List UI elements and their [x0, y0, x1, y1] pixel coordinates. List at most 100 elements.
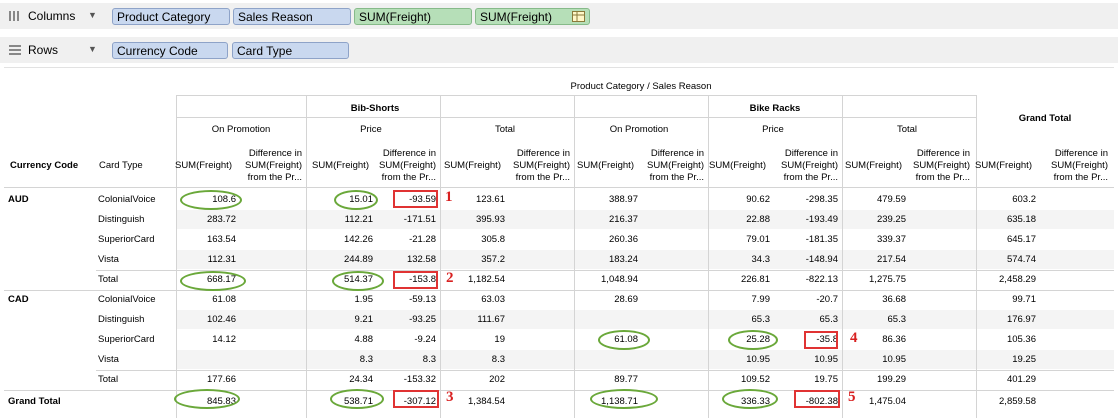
measure-header-sum: SUM(Freight): [576, 160, 634, 171]
table-cell: -9.24: [414, 334, 436, 345]
table-cell: 260.36: [608, 234, 638, 245]
table-cell: 109.52: [740, 374, 770, 385]
table-cell: 8.3: [422, 354, 436, 365]
rows-shelf-label: Rows: [28, 43, 59, 57]
table-cell: 65.3: [887, 314, 907, 325]
table-cell: 10.95: [814, 354, 838, 365]
currency-code-aud: AUD: [8, 194, 29, 205]
annotation-oval: [728, 330, 778, 350]
table-cell: 36.68: [882, 294, 906, 305]
card-type-label: Vista: [98, 354, 119, 365]
columns-dropdown-icon[interactable]: ▼: [88, 10, 97, 20]
card-type-label: Distinguish: [98, 214, 145, 225]
column-divider: [176, 95, 177, 418]
annotation-marker-3: 3: [446, 389, 454, 405]
annotation-oval: [330, 389, 384, 409]
table-cell: 65.3: [819, 314, 839, 325]
table-cell: -20.7: [816, 294, 838, 305]
annotation-marker-2: 2: [446, 270, 454, 286]
table-cell: -802.38: [805, 396, 838, 407]
table-cell: 90.62: [746, 194, 770, 205]
card-type-label: SuperiorCard: [98, 234, 155, 245]
grand-total-row-label: Grand Total: [8, 396, 61, 407]
measure-header-sum: SUM(Freight): [311, 160, 369, 171]
pill-card-type[interactable]: Card Type: [232, 42, 349, 59]
columns-shelf: Columns ▼ Product Category Sales Reason …: [0, 3, 1118, 29]
table-cell: 86.36: [882, 334, 906, 345]
category-header-bike-racks: Bike Racks: [749, 103, 801, 114]
annotation-oval: [334, 190, 378, 210]
table-cell: 7.99: [751, 294, 771, 305]
table-cell: 61.08: [212, 294, 236, 305]
rows-dropdown-icon[interactable]: ▼: [88, 44, 97, 54]
table-cell: 24.34: [349, 374, 373, 385]
table-cell: 645.17: [1006, 234, 1036, 245]
table-cell: 10.95: [746, 354, 770, 365]
annotation-marker-1: 1: [445, 189, 453, 205]
table-cell: 19: [494, 334, 505, 345]
pill-sum-freight[interactable]: SUM(Freight): [354, 8, 472, 25]
header-divider: [4, 187, 1114, 188]
table-cell: 339.37: [876, 234, 906, 245]
measure-header-sum: SUM(Freight): [974, 160, 1032, 171]
annotation-box: [804, 331, 838, 349]
column-divider: [440, 95, 441, 418]
column-divider: [976, 95, 977, 418]
table-cell: 132.58: [406, 254, 436, 265]
reason-header: Total: [494, 124, 516, 135]
row-band: [176, 210, 1114, 229]
row-header-card-type: Card Type: [99, 160, 143, 171]
table-cell: 99.71: [1012, 294, 1036, 305]
measure-header-diff: from the Pr...: [649, 172, 704, 183]
table-cell: 105.36: [1006, 334, 1036, 345]
columns-icon: [9, 11, 19, 21]
pill-currency-code[interactable]: Currency Code: [112, 42, 228, 59]
pill-product-category[interactable]: Product Category: [112, 8, 230, 25]
group-divider: [4, 390, 1114, 391]
annotation-oval: [590, 389, 658, 409]
card-type-label: Total: [98, 374, 119, 385]
table-cell: 603.2: [1012, 194, 1036, 205]
table-cell: 9.21: [354, 314, 374, 325]
table-cell: 479.59: [876, 194, 906, 205]
measure-header-diff: SUM(Freight): [646, 160, 704, 171]
table-cell: -35.8: [816, 334, 838, 345]
table-cell: 305.8: [481, 234, 505, 245]
table-cell: 14.12: [212, 334, 236, 345]
measure-header-diff: Difference in: [516, 148, 570, 159]
column-divider: [842, 95, 843, 418]
measure-header-diff: Difference in: [916, 148, 970, 159]
table-cell: 79.01: [746, 234, 770, 245]
measure-header-diff: from the Pr...: [247, 172, 302, 183]
row-band: [176, 310, 1114, 329]
table-cell: 395.93: [475, 214, 505, 225]
row-band: [176, 350, 1114, 369]
table-cell: 112.21: [344, 214, 373, 225]
table-cell: 123.61: [475, 194, 505, 205]
table-cell: 388.97: [608, 194, 638, 205]
pill-sales-reason[interactable]: Sales Reason: [233, 8, 351, 25]
table-cell: 1,384.54: [468, 396, 505, 407]
table-cell: -307.12: [403, 396, 436, 407]
annotation-oval: [180, 271, 246, 291]
measure-header-diff: from the Pr...: [515, 172, 570, 183]
card-type-label: SuperiorCard: [98, 334, 155, 345]
annotation-oval: [598, 330, 650, 350]
measure-header-diff: Difference in: [382, 148, 436, 159]
measure-header-diff: Difference in: [1054, 148, 1108, 159]
reason-header: On Promotion: [211, 124, 271, 135]
table-cell: 19.25: [1012, 354, 1036, 365]
annotation-oval: [722, 389, 778, 409]
annotation-oval: [332, 271, 384, 291]
header-divider: [176, 95, 976, 96]
pill-sum-freight-calc[interactable]: SUM(Freight): [475, 8, 590, 25]
table-cell: -59.13: [409, 294, 436, 305]
table-cell: -298.35: [805, 194, 838, 205]
table-cell: 28.69: [614, 294, 638, 305]
table-cell: -171.51: [403, 214, 436, 225]
table-cell: 2,859.58: [999, 396, 1036, 407]
table-cell: -153.32: [403, 374, 436, 385]
table-cell: 8.3: [491, 354, 505, 365]
measure-header-sum: SUM(Freight): [844, 160, 902, 171]
table-calculation-icon: [572, 11, 585, 22]
